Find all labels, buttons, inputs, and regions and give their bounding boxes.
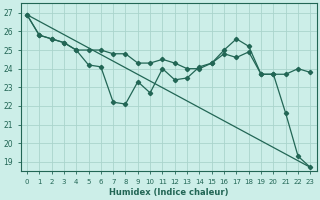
X-axis label: Humidex (Indice chaleur): Humidex (Indice chaleur) [109, 188, 228, 197]
